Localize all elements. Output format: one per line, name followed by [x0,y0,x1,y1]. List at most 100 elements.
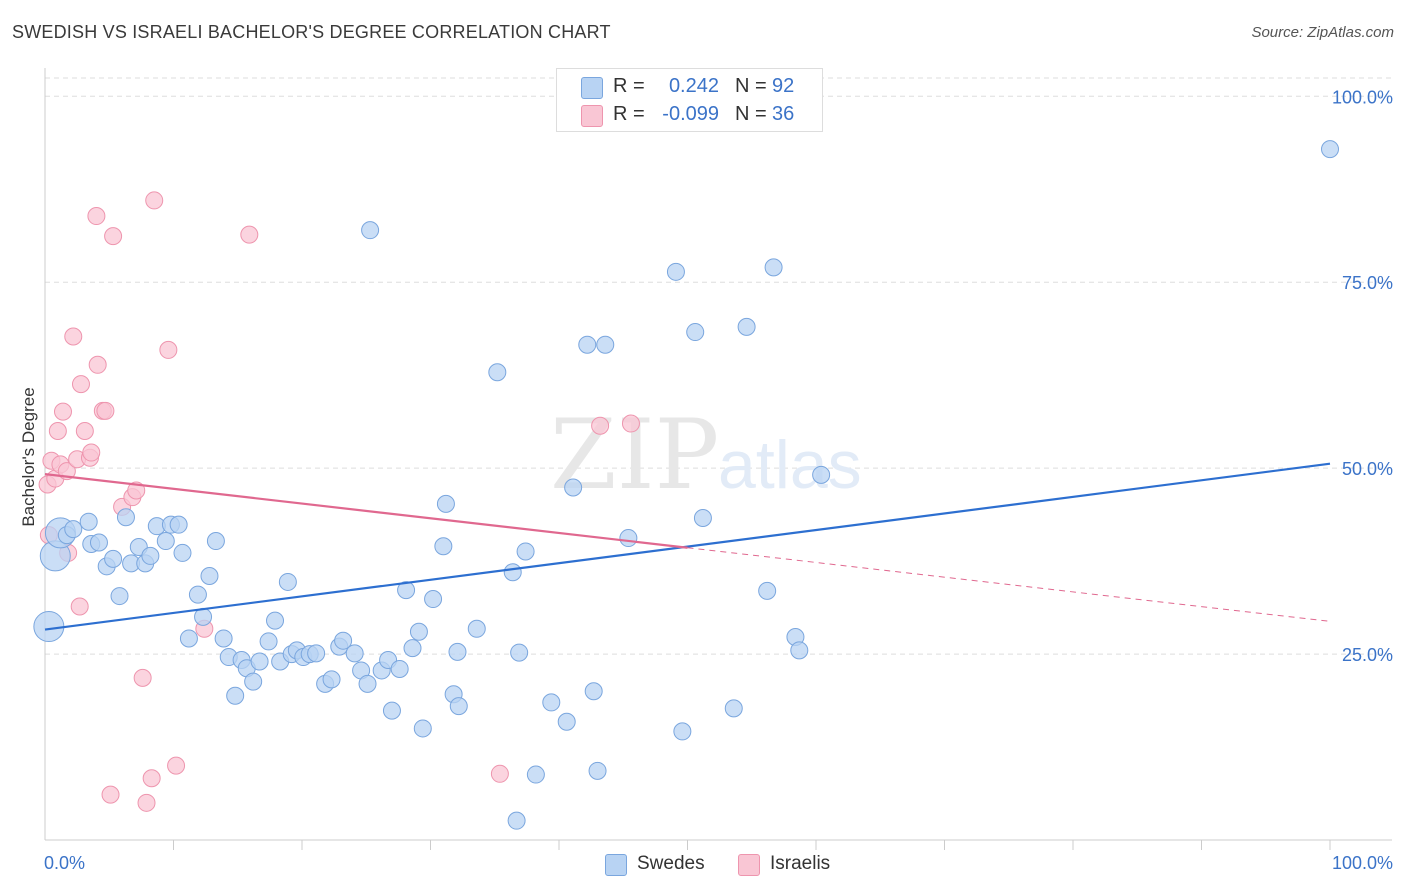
swedes-point [200,566,219,585]
swedes-point [307,644,326,663]
y-tick-label: 25.0% [1342,645,1393,665]
swedes-point [584,682,603,701]
swedes-point [516,542,535,561]
swedes-point [358,674,377,693]
swedes-point [214,629,233,648]
israelis-swatch [738,854,760,876]
swedes-point [449,697,468,716]
r-label: R = [613,103,645,125]
swedes-point [390,659,409,678]
israelis-trend-extension [687,547,1331,622]
israelis-point [70,597,89,616]
swedes-points [33,140,1339,830]
israelis-point [88,355,107,374]
swedes-point [1321,140,1339,159]
correlation-legend: R = 0.242 N = 92 R = -0.099 N = 36 [556,68,823,132]
israelis-point [127,481,146,500]
swedes-point [764,258,783,277]
n-label: N = [735,103,767,125]
x-tick-label: 0.0% [44,853,85,873]
swedes-point [345,644,364,663]
swedes-point [322,670,341,689]
grid [45,77,1392,655]
swedes-point [179,629,198,648]
swedes-point [578,335,597,354]
swedes-point [116,508,135,527]
swedes-point [206,532,225,551]
israelis-point [240,225,259,244]
swedes-swatch [605,854,627,876]
swedes-point [737,317,756,336]
swedes-point [141,546,160,565]
swedes-point [790,641,809,660]
swedes-point [226,686,245,705]
swedes-point [596,335,615,354]
israelis-point [591,416,610,435]
israelis-point [75,421,94,440]
israelis-point [133,668,152,687]
swedes-point [266,611,285,630]
swedes-point [79,512,98,531]
swedes-point [334,631,353,650]
swedes-point [188,585,207,604]
swedes-point [507,811,526,830]
n-label: N = [735,75,767,97]
r-value: -0.099 [662,103,719,125]
israelis-point [490,764,509,783]
swedes-point [413,719,432,738]
swedes-point [812,465,831,484]
swedes-swatch [581,77,603,99]
swedes-point [434,537,453,556]
n-value: 92 [772,75,795,97]
swedes-point [436,494,455,513]
swedes-point [467,619,486,638]
israelis-point [96,401,115,420]
swedes-point [259,632,278,651]
swedes-point [526,765,545,784]
swedes-point [244,672,263,691]
swedes-point [686,323,705,342]
israelis-point [137,793,156,812]
swedes-point [488,363,507,382]
israelis-point [101,785,120,804]
y-tick-label: 50.0% [1342,459,1393,479]
swedes-legend-label: Swedes [637,853,705,874]
swedes-point [250,652,269,671]
swedes-point [361,221,380,240]
swedes-point [542,693,561,712]
swedes-point [64,520,83,539]
israelis-swatch [581,105,603,127]
swedes-point [673,722,692,741]
swedes-point [758,581,777,600]
chart-title: SWEDISH VS ISRAELI BACHELOR'S DEGREE COR… [12,22,611,42]
r-value: 0.242 [668,75,719,97]
y-axis-label: Bachelor's Degree [19,387,38,526]
swedes-point [510,643,529,662]
swedes-point [693,508,712,527]
watermark-atlas: atlas [718,427,862,503]
swedes-point [278,572,297,591]
swedes-point [33,611,65,643]
israelis-point [64,327,83,346]
trend-lines [44,462,1331,631]
israelis-point [159,340,178,359]
y-tick-label: 75.0% [1342,273,1393,293]
israelis-point [142,769,161,788]
legend-row-israelis: R = -0.099 N = 36 [557,101,822,129]
source-credit: Source: ZipAtlas.com [1251,24,1394,41]
swedes-point [173,543,192,562]
israelis-legend-label: Israelis [770,853,831,874]
israelis-point [71,375,90,394]
swedes-point [448,642,467,661]
israelis-point [48,421,67,440]
swedes-point [104,549,123,568]
israelis-point [104,227,123,246]
swedes-point [666,262,685,281]
swedes-point [503,563,522,582]
n-value: 36 [772,103,795,125]
swedes-point [397,581,416,600]
swedes-point [409,622,428,641]
axes: 25.0% 50.0% 75.0% 100.0% 0.0% 100.0% [44,68,1393,873]
israelis-point [167,756,186,775]
swedes-point [89,533,108,552]
